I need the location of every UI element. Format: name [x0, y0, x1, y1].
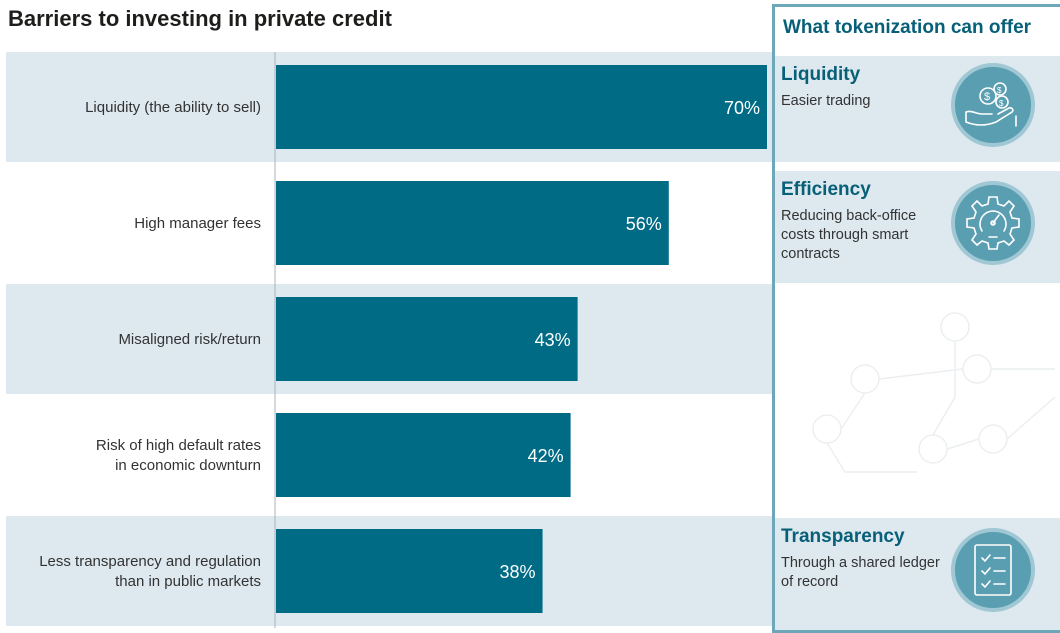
gear-gauge-icon [951, 181, 1035, 265]
category-label: than in public markets [115, 573, 261, 590]
bar [276, 65, 767, 149]
offer-item-liquidity: Liquidity Easier trading $ $ $ [775, 56, 1060, 162]
bar-chart: 70% Liquidity (the ability to sell) 56% Hig… [6, 52, 772, 628]
bar [276, 413, 571, 497]
value-label: 38% [500, 562, 536, 582]
offer-item-name: Efficiency [781, 179, 871, 200]
value-label: 56% [626, 214, 662, 234]
value-label: 42% [528, 446, 564, 466]
svg-text:$: $ [999, 99, 1004, 108]
tokenization-offer-panel: What tokenization can offer Liquidity Ea… [772, 4, 1060, 633]
network-decoration-icon [812, 312, 1056, 473]
svg-text:$: $ [997, 86, 1002, 95]
checklist-icon [951, 528, 1035, 612]
offer-item-name: Transparency [781, 526, 905, 547]
offer-item-name: Liquidity [781, 64, 861, 85]
category-label: Liquidity (the ability to sell) [85, 99, 261, 116]
offer-item-description: Reducing back-office costs through smart… [781, 208, 917, 262]
offer-item-transparency: Transparency Through a shared ledger of … [775, 518, 1060, 630]
value-label: 43% [535, 330, 571, 350]
bar [276, 297, 578, 381]
value-label: 70% [724, 98, 760, 118]
offer-item-description: Through a shared ledger of record [781, 555, 940, 590]
chart-title: Barriers to investing in private credit [8, 6, 392, 31]
bar [276, 181, 669, 265]
category-label: Risk of high default rates [96, 437, 261, 454]
offer-panel-title: What tokenization can offer [783, 17, 1032, 38]
bar [276, 529, 543, 613]
category-label: Less transparency and regulation [39, 553, 261, 570]
svg-text:$: $ [984, 91, 990, 103]
offer-item-efficiency: Efficiency Reducing back-office costs th… [775, 171, 1060, 283]
money-hand-icon: $ $ $ [951, 63, 1035, 147]
offer-item-description: Easier trading [781, 93, 871, 109]
category-label: High manager fees [134, 215, 261, 232]
category-label: Misaligned risk/return [118, 331, 261, 348]
category-label: in economic downturn [115, 457, 261, 474]
